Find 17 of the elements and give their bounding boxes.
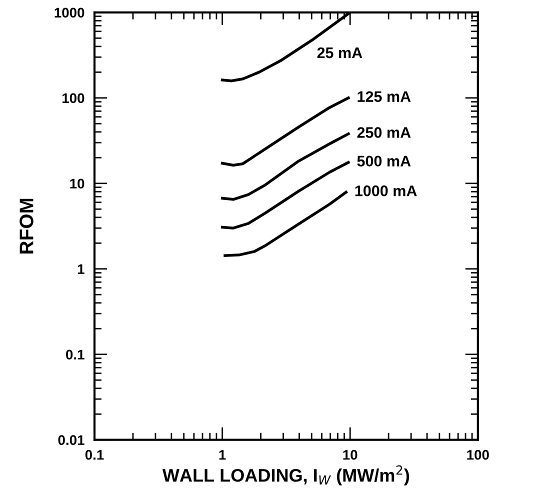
series-label: 250 mA [357,127,411,138]
x-tick-label: 100 [467,450,489,460]
y-tick-label: 100 [62,93,84,104]
y-tick-label: 0.01 [58,435,84,446]
x-tick-label: 10 [343,450,358,460]
x-tick-label: 0.1 [85,450,104,460]
series-label: 500 mA [357,156,411,167]
y-axis-title: RFOM [20,198,34,254]
y-tick-label: 0.1 [66,350,84,360]
x-axis-title: WALL LOADING, I$_{W}$ (MW/m$^{2}$) [162,465,410,486]
series-label: 25 mA [317,47,362,58]
series-label: 1000 mA [355,185,417,196]
y-tick-label: 10 [70,178,84,189]
y-tick-label: 1 [78,264,84,274]
y-tick-label: 1000 [54,8,84,18]
series-label: 125 mA [358,91,411,102]
x-tick-label: 1 [219,450,226,460]
